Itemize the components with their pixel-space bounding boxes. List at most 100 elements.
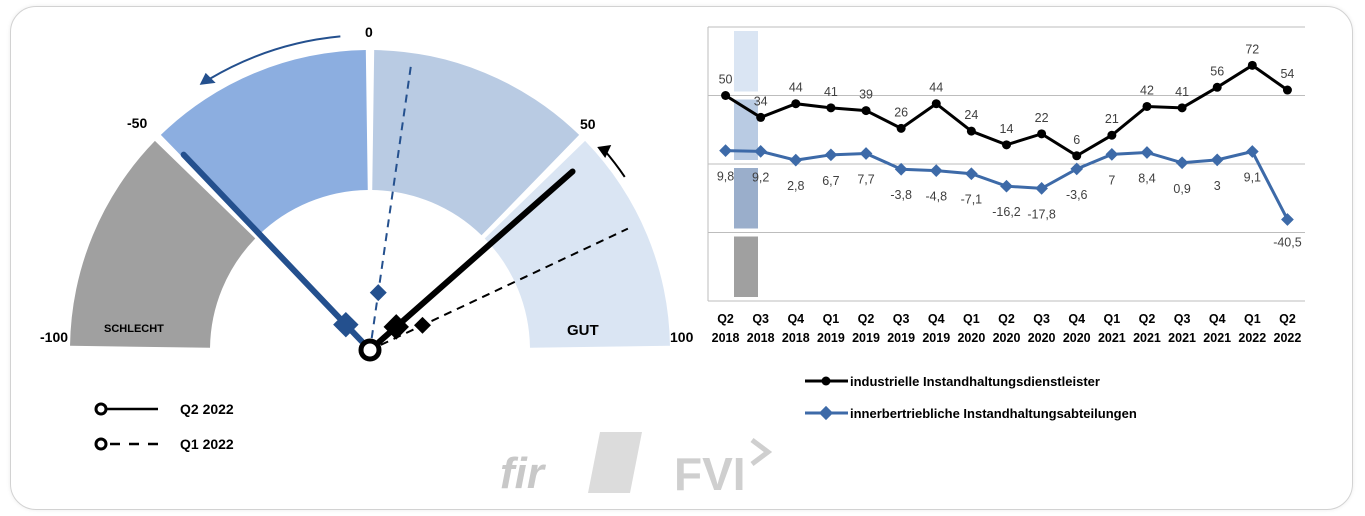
series-1-point-16 [1281,213,1294,226]
arrow-to-good-head [597,144,612,158]
data-label-s1-5: -3,8 [890,188,912,202]
series-0-point-11 [1107,130,1117,140]
legend-marker-solid [94,402,108,416]
x-tick-quarter-12: Q2 [1139,312,1156,326]
x-tick-quarter-15: Q1 [1244,312,1261,326]
fvi-chevron-icon [750,438,773,466]
data-label-s0-4: 39 [859,88,873,102]
data-label-s1-6: -4,8 [925,190,947,204]
data-label-s1-14: 3 [1214,179,1221,193]
x-tick-quarter-4: Q2 [858,312,875,326]
x-tick-quarter-8: Q2 [998,312,1015,326]
needle-Q2-2022-1 [376,168,576,346]
data-label-s1-4: 7,7 [857,172,874,186]
x-tick-quarter-3: Q1 [823,312,840,326]
zone-label-bad: SCHLECHT [104,323,164,335]
series-1-point-6 [929,164,943,177]
band-swatch-0 [734,31,758,92]
series-1-point-0 [719,144,732,157]
gauge-legend: Q2 2022 Q1 2022 [94,401,234,452]
data-label-s0-13: 41 [1175,85,1189,99]
x-tick-year-4: 2019 [852,331,880,345]
legend-label-industrial: industrielle Instandhaltungsdienstleiste… [850,374,1100,389]
x-tick-year-13: 2021 [1168,331,1196,345]
needle-Q2-2022-0 [180,151,365,345]
gauge-chart: -100 -50 0 50 100 SCHLECHT GUT [40,24,694,362]
data-label-s0-6: 44 [929,81,943,95]
series-1-point-7 [965,167,978,181]
data-label-s0-11: 21 [1105,112,1119,126]
data-label-s0-10: 6 [1073,133,1080,147]
line-chart-series: 50 34 44 41 39 26 44 24 14 22 6 21 42 41 56 72 54 9,8 9,2 2… [717,42,1302,249]
series-0-point-3 [826,103,836,113]
fir-logo-bar [588,432,642,493]
data-label-s1-10: -3,6 [1066,188,1088,202]
x-tick-year-12: 2021 [1133,331,1161,345]
data-label-s0-2: 44 [789,81,803,95]
data-label-s0-14: 56 [1210,64,1224,78]
x-tick-quarter-7: Q1 [963,312,980,326]
legend-label-q1-2022: Q1 2022 [180,436,234,452]
data-label-s1-1: 9,2 [752,170,769,184]
scale-label-high: 50 [580,116,596,132]
series-0-point-14 [1212,82,1222,92]
fir-logo: fir [500,432,642,498]
x-tick-year-7: 2020 [957,331,985,345]
series-0-point-15 [1247,60,1257,70]
scale-label-max: 100 [670,329,694,345]
x-tick-quarter-9: Q3 [1033,312,1050,326]
zone-label-good: GUT [567,322,599,339]
chart-frame [10,6,1353,510]
x-tick-year-6: 2019 [922,331,950,345]
x-tick-quarter-14: Q4 [1209,312,1226,326]
series-1-point-4 [859,147,873,160]
series-0-point-10 [1072,151,1082,161]
x-tick-year-15: 2022 [1238,331,1266,345]
data-label-s0-7: 24 [964,108,978,122]
x-tick-year-8: 2020 [993,331,1021,345]
data-label-s0-5: 26 [894,105,908,119]
gauge-direction-arrows [199,35,626,178]
line-chart-legend: industrielle Instandhaltungsdienstleiste… [805,374,1137,421]
series-0-point-7 [966,126,976,136]
series-0-point-13 [1177,103,1187,113]
data-label-s1-7: -7,1 [961,193,983,207]
line-chart: 50 34 44 41 39 26 44 24 14 22 6 21 42 41 56 72 54 9,8 9,2 2… [707,26,1305,345]
x-tick-year-11: 2021 [1098,331,1126,345]
legend-marker-blue [818,405,834,421]
x-tick-year-10: 2020 [1063,331,1091,345]
scale-label-min: -100 [40,329,68,345]
data-label-s1-8: -16,2 [992,205,1021,219]
series-0-point-4 [861,106,871,116]
x-tick-year-9: 2020 [1028,331,1056,345]
series-0-point-0 [721,91,731,100]
band-swatch-2 [734,168,758,229]
x-tick-quarter-10: Q4 [1068,312,1085,326]
series-0-point-8 [1002,140,1011,150]
series-0-point-1 [756,112,766,122]
data-label-s1-9: -17,8 [1027,207,1056,221]
data-label-s1-3: 6,7 [822,174,839,188]
series-0-point-5 [896,123,906,133]
fvi-logo: FVI [674,438,773,500]
gauge-needles [180,62,629,362]
x-tick-year-1: 2018 [747,331,775,345]
series-0-point-6 [931,99,941,109]
x-tick-year-5: 2019 [887,331,915,345]
band-swatch-3 [734,236,758,297]
arrow-to-bad-head [199,72,216,85]
data-label-s0-8: 14 [1000,122,1014,136]
data-label-s1-15: 9,1 [1244,171,1261,185]
gauge-zone-good [484,140,670,348]
series-1-point-2 [789,153,803,167]
x-tick-quarter-1: Q3 [752,312,769,326]
series-0-point-9 [1037,129,1047,139]
data-label-s0-0: 50 [719,73,733,87]
legend-label-q2-2022: Q2 2022 [180,401,234,417]
series-1-point-15 [1245,145,1259,158]
data-label-s0-12: 42 [1140,83,1154,97]
series-1-point-9 [1035,182,1048,195]
x-tick-year-0: 2018 [712,331,740,345]
x-tick-year-2: 2018 [782,331,810,345]
series-1-point-12 [1140,146,1154,159]
